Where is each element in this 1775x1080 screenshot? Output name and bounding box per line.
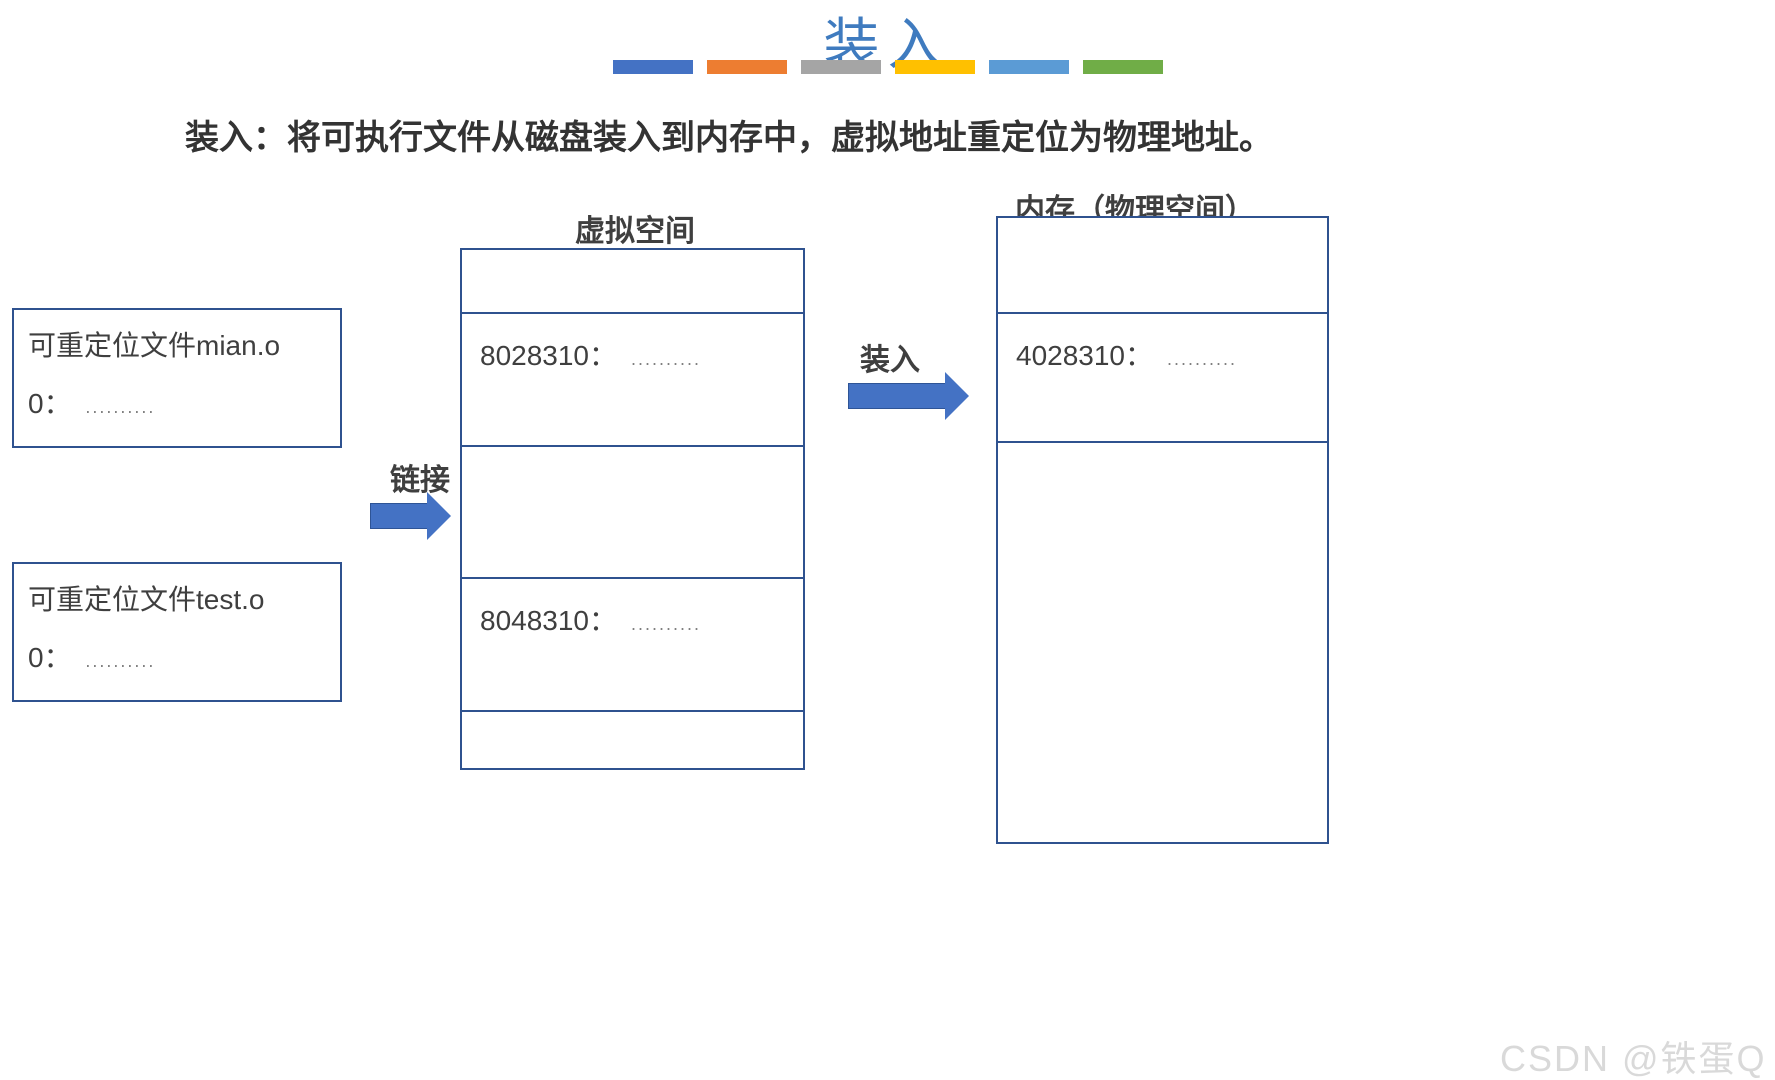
file2-dots: .......... (79, 651, 155, 671)
title-stripes (0, 60, 1775, 74)
file1-addr-value: 0： (28, 388, 72, 419)
stripe-segment (613, 60, 693, 74)
physical-space-box: 4028310：.......... (996, 216, 1329, 844)
relocatable-file-2: 可重定位文件test.o 0： .......... (12, 562, 342, 702)
stripe-segment (895, 60, 975, 74)
file1-title: 可重定位文件mian.o (14, 310, 340, 370)
watermark-text: CSDN @铁蛋Q (1500, 1030, 1767, 1080)
virtual-space-box: 8028310：..........8048310：.......... (460, 248, 805, 770)
arrow-shaft (848, 383, 946, 409)
ellipsis-icon: .......... (617, 614, 701, 634)
table-row (998, 443, 1327, 842)
diagram-stage: 装入 装入：将可执行文件从磁盘装入到内存中，虚拟地址重定位为物理地址。 虚拟空间… (0, 0, 1775, 1080)
stripe-segment (707, 60, 787, 74)
stripe-segment (989, 60, 1069, 74)
description-text: 装入：将可执行文件从磁盘装入到内存中，虚拟地址重定位为物理地址。 (185, 110, 1273, 159)
cell-value: 8028310： (480, 340, 617, 371)
table-row (462, 447, 803, 580)
arrow-head-icon (945, 372, 969, 420)
link-arrow (370, 492, 451, 540)
cell-value: 4028310： (1016, 340, 1153, 371)
table-row: 8048310：.......... (462, 579, 803, 712)
file2-addr-value: 0： (28, 642, 72, 673)
file2-addr: 0： .......... (14, 624, 340, 690)
table-row (998, 218, 1327, 314)
arrow-head-icon (427, 492, 451, 540)
ellipsis-icon: .......... (1153, 349, 1237, 369)
load-arrow (848, 372, 969, 420)
stripe-segment (1083, 60, 1163, 74)
arrow-shaft (370, 503, 428, 529)
table-row: 4028310：.......... (998, 314, 1327, 443)
table-row: 8028310：.......... (462, 314, 803, 447)
table-row (462, 250, 803, 314)
stripe-segment (801, 60, 881, 74)
file1-dots: .......... (79, 397, 155, 417)
cell-value: 8048310： (480, 605, 617, 636)
file1-addr: 0： .......... (14, 370, 340, 436)
virtual-space-label: 虚拟空间 (500, 206, 770, 250)
table-row (462, 712, 803, 768)
relocatable-file-1: 可重定位文件mian.o 0： .......... (12, 308, 342, 448)
file2-title: 可重定位文件test.o (14, 564, 340, 624)
ellipsis-icon: .......... (617, 349, 701, 369)
